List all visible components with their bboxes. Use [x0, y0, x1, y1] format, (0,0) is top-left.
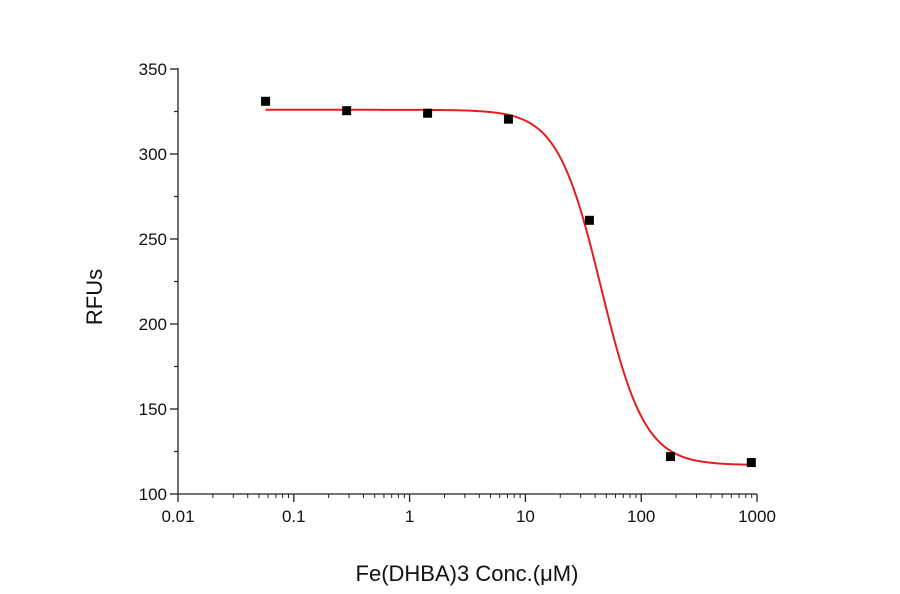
y-tick-label: 200: [139, 315, 167, 334]
data-point: [665, 452, 675, 462]
data-point: [584, 215, 594, 225]
x-tick-label: 0.01: [161, 507, 194, 526]
y-tick-label: 150: [139, 400, 167, 419]
fit-curve: [265, 108, 752, 466]
data-point: [423, 108, 433, 118]
x-axis-title: Fe(DHBA)3 Conc.(μM): [356, 561, 579, 586]
y-axis: 100 150 200 250 300 350: [139, 60, 179, 504]
x-tick-label: 1000: [738, 507, 776, 526]
x-axis: 0.01 0.1 1 10 100 1000: [161, 493, 776, 526]
data-point: [342, 106, 352, 116]
y-tick-label: 100: [139, 485, 167, 504]
y-tick-label: 350: [139, 60, 167, 79]
data-points: [261, 96, 756, 468]
data-point: [261, 96, 271, 106]
x-tick-label: 0.1: [282, 507, 306, 526]
y-axis-title: RFUs: [82, 269, 107, 325]
data-point: [503, 114, 513, 124]
x-tick-label: 1: [405, 507, 414, 526]
y-tick-label: 250: [139, 230, 167, 249]
data-point: [746, 458, 756, 468]
x-tick-label: 100: [627, 507, 655, 526]
x-tick-label: 10: [516, 507, 535, 526]
y-tick-label: 300: [139, 145, 167, 164]
